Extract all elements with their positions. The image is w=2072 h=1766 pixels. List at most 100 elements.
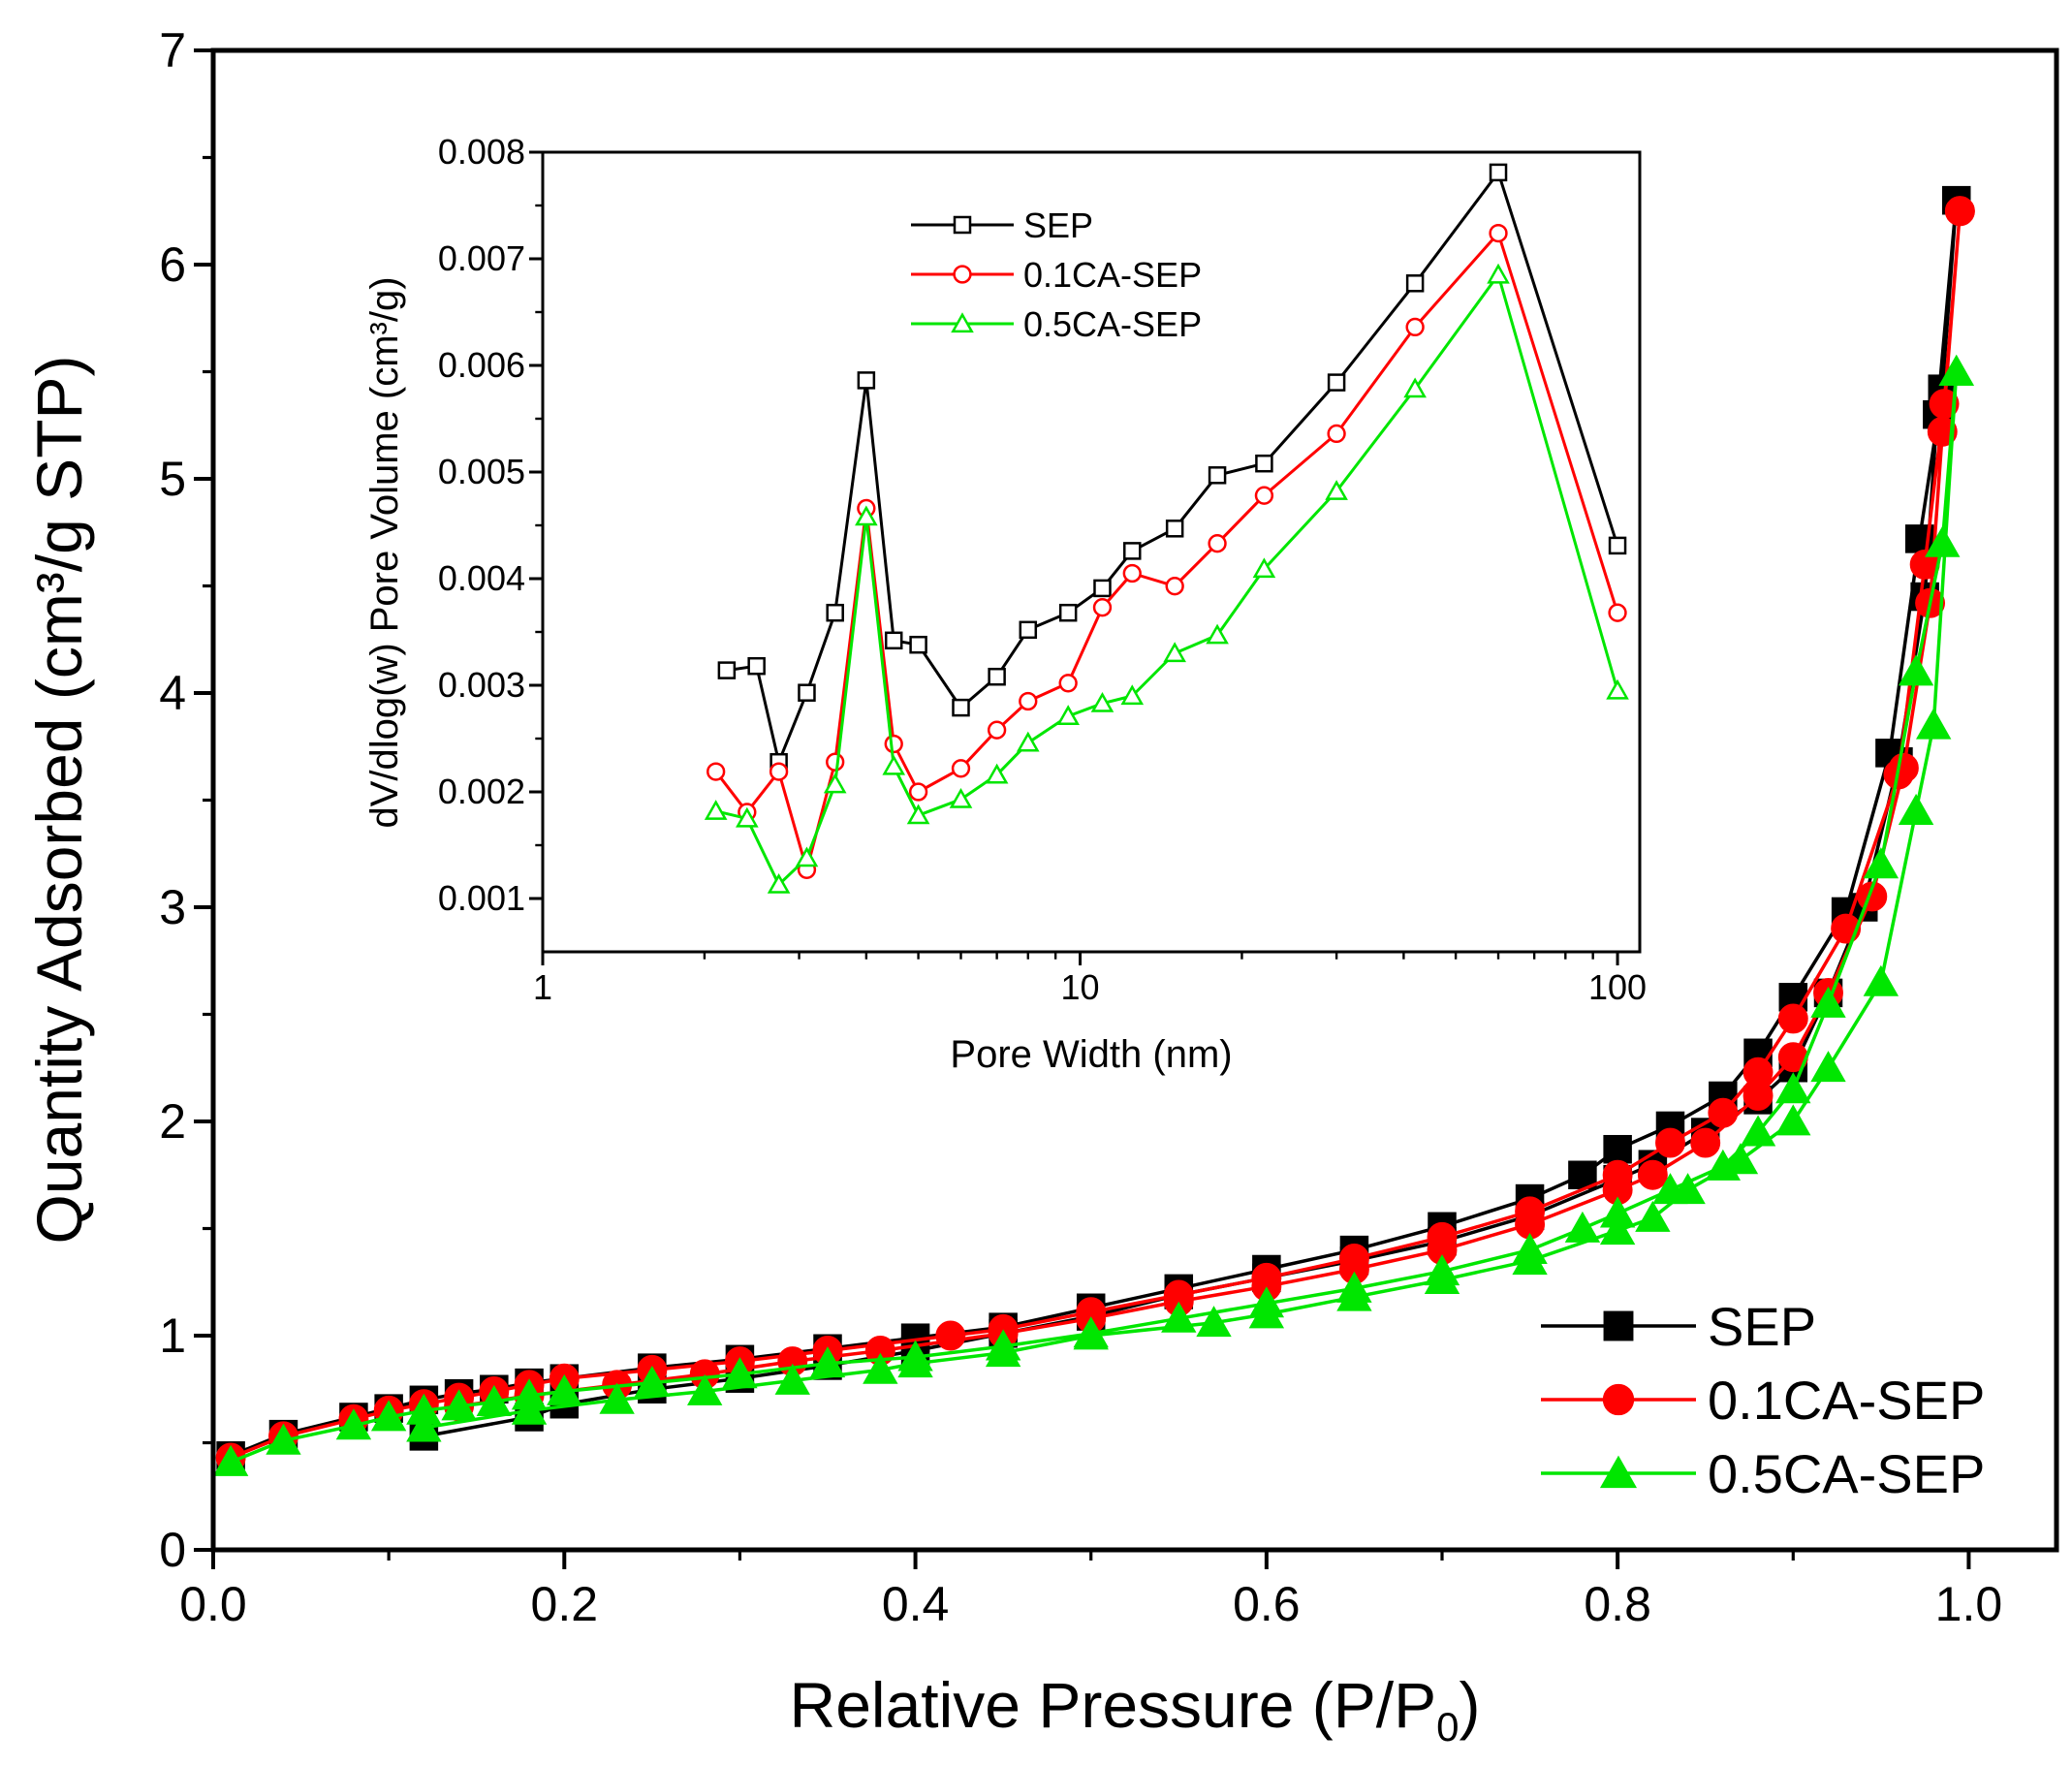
main-point-0-5ca-sep [212, 1444, 249, 1476]
inset-point-sep [952, 698, 970, 717]
inset-legend-marker [953, 215, 972, 235]
main-point-0-5ca-sep [634, 1366, 671, 1398]
main-x-tick-label: 0.0 [179, 1577, 247, 1631]
inset-point-0-5ca-sep [1056, 705, 1080, 725]
inset-point-0-1ca-sep [951, 759, 971, 778]
main-x-tick-label: 0.8 [1584, 1577, 1651, 1631]
main-point-0-5ca-sep [441, 1389, 477, 1421]
inset-point-0-5ca-sep [1252, 557, 1276, 579]
inset-series-layer [704, 163, 1629, 894]
inset-point-sep [884, 631, 903, 650]
inset-point-sep [1093, 579, 1112, 598]
main-x-axis-title-subscript: 0 [1436, 1704, 1459, 1750]
main-legend: SEP 0.1CA-SEP 0.5CA-SEP [1541, 1296, 1985, 1504]
main-y-tick-label: 1 [159, 1309, 186, 1363]
main-x-axis-title: Relative Pressure (P/P0) [790, 1669, 1481, 1750]
inset-point-0-1ca-sep [1489, 223, 1508, 243]
inset-point-0-1ca-sep [1608, 603, 1627, 622]
main-x-axis-title-end: ) [1459, 1669, 1480, 1741]
inset-x-tick-label: 100 [1588, 967, 1647, 1007]
main-point-0-5ca-sep [1938, 354, 1974, 386]
inset-point-0-5ca-sep [1325, 480, 1348, 500]
main-point-0-1ca-sep [1655, 1127, 1685, 1158]
main-legend-label: 0.1CA-SEP [1708, 1370, 1985, 1431]
main-point-0-1ca-sep [1690, 1127, 1721, 1158]
inset-series-sep [717, 163, 1627, 772]
main-point-0-5ca-sep [722, 1357, 758, 1389]
inset-legend: SEP 0.1CA-SEP 0.5CA-SEP [911, 205, 1202, 344]
main-point-0-5ca-sep [897, 1346, 933, 1378]
main-point-0-5ca-sep [1336, 1279, 1372, 1311]
inset-legend-label: 0.5CA-SEP [1023, 304, 1202, 344]
inset-point-sep [798, 683, 816, 702]
inset-point-0-1ca-sep [1058, 674, 1078, 693]
inset-point-0-5ca-sep [1163, 642, 1186, 663]
main-point-0-5ca-sep [1925, 525, 1961, 557]
inset-point-0-1ca-sep [1092, 598, 1113, 617]
inset-point-0-5ca-sep [1606, 678, 1629, 700]
inset-point-0-5ca-sep [906, 804, 930, 825]
inset-pore-distribution-plot: 1 10 100 0.001 0.002 0.003 0.004 0.005 0.006 0.00… [363, 132, 1647, 1076]
inset-point-sep [1165, 520, 1184, 538]
main-point-0-5ca-sep [1564, 1211, 1601, 1243]
main-point-0-5ca-sep [687, 1373, 723, 1405]
main-point-0-1ca-sep [1742, 1081, 1774, 1111]
main-point-0-5ca-sep [1740, 1115, 1776, 1147]
inset-point-sep [857, 371, 876, 390]
inset-point-0-1ca-sep [826, 752, 845, 772]
inset-x-tick-label: 10 [1061, 967, 1100, 1007]
inset-y-tick-label: 0.002 [438, 772, 525, 811]
inset-point-0-5ca-sep [736, 806, 759, 828]
main-point-0-5ca-sep [985, 1336, 1021, 1368]
main-point-0-5ca-sep [1073, 1318, 1109, 1350]
main-x-tick-label: 0.6 [1233, 1577, 1301, 1631]
main-point-0-5ca-sep [774, 1363, 810, 1395]
main-series-0-5ca-sep [212, 354, 1974, 1476]
main-point-0-5ca-sep [1810, 1051, 1846, 1083]
main-point-0-5ca-sep [370, 1400, 407, 1432]
inset-y-axis-title: dV/dlog(w) Pore Volume (cm³/g) [363, 276, 406, 828]
main-point-0-5ca-sep [1775, 1104, 1811, 1136]
inset-point-sep [1255, 454, 1273, 473]
main-point-0-1ca-sep [1944, 196, 1975, 227]
main-point-0-5ca-sep [1810, 986, 1846, 1018]
inset-point-sep [1019, 620, 1038, 640]
main-legend-label: 0.5CA-SEP [1708, 1443, 1985, 1504]
inset-point-0-5ca-sep [1403, 377, 1427, 398]
inset-legend-label: SEP [1023, 205, 1093, 245]
main-point-0-1ca-sep [935, 1320, 966, 1351]
inset-ticks-layer: 1 10 100 0.001 0.002 0.003 0.004 0.005 0.006 0.00… [438, 132, 1647, 1007]
inset-point-sep [1058, 603, 1078, 622]
main-x-tick-label: 0.2 [531, 1577, 599, 1631]
main-point-0-5ca-sep [1863, 964, 1899, 996]
main-point-0-5ca-sep [1196, 1306, 1232, 1338]
inset-point-sep [1405, 274, 1425, 293]
inset-point-0-1ca-sep [884, 734, 903, 754]
inset-point-0-5ca-sep [1487, 263, 1510, 284]
inset-y-tick-label: 0.004 [438, 558, 525, 598]
main-x-tick-label: 0.4 [882, 1577, 950, 1631]
main-y-tick-label: 0 [159, 1523, 186, 1577]
main-y-axis-title: Quantity Adsorbed (cm³/g STP) [23, 355, 95, 1244]
main-point-0-5ca-sep [511, 1393, 548, 1425]
main-y-tick-label: 2 [159, 1094, 186, 1149]
main-legend-label: SEP [1708, 1296, 1816, 1357]
main-point-0-5ca-sep [476, 1384, 513, 1416]
main-point-0-1ca-sep [1637, 1159, 1668, 1190]
main-point-0-5ca-sep [1670, 1173, 1706, 1205]
main-point-0-1ca-sep [1708, 1097, 1739, 1128]
inset-point-0-1ca-sep [1327, 424, 1346, 444]
main-point-0-5ca-sep [863, 1352, 898, 1384]
inset-x-axis-title: Pore Width (nm) [950, 1033, 1232, 1076]
main-plot: 0.0 0.2 0.4 0.6 0.8 1.0 0 1 2 3 4 5 6 7 Quantity Adso… [23, 23, 2059, 1750]
main-point-0-1ca-sep [1888, 752, 1919, 783]
main-legend-marker [1599, 1455, 1638, 1489]
main-point-0-5ca-sep [1916, 708, 1952, 740]
inset-point-0-1ca-sep [1254, 486, 1274, 505]
main-point-0-5ca-sep [1863, 847, 1899, 879]
inset-point-sep [1123, 542, 1142, 560]
inset-series-0-5ca-sep [704, 263, 1629, 894]
inset-x-tick-label: 1 [533, 967, 552, 1007]
inset-point-0-5ca-sep [704, 800, 728, 820]
main-point-0-5ca-sep [1599, 1214, 1636, 1246]
